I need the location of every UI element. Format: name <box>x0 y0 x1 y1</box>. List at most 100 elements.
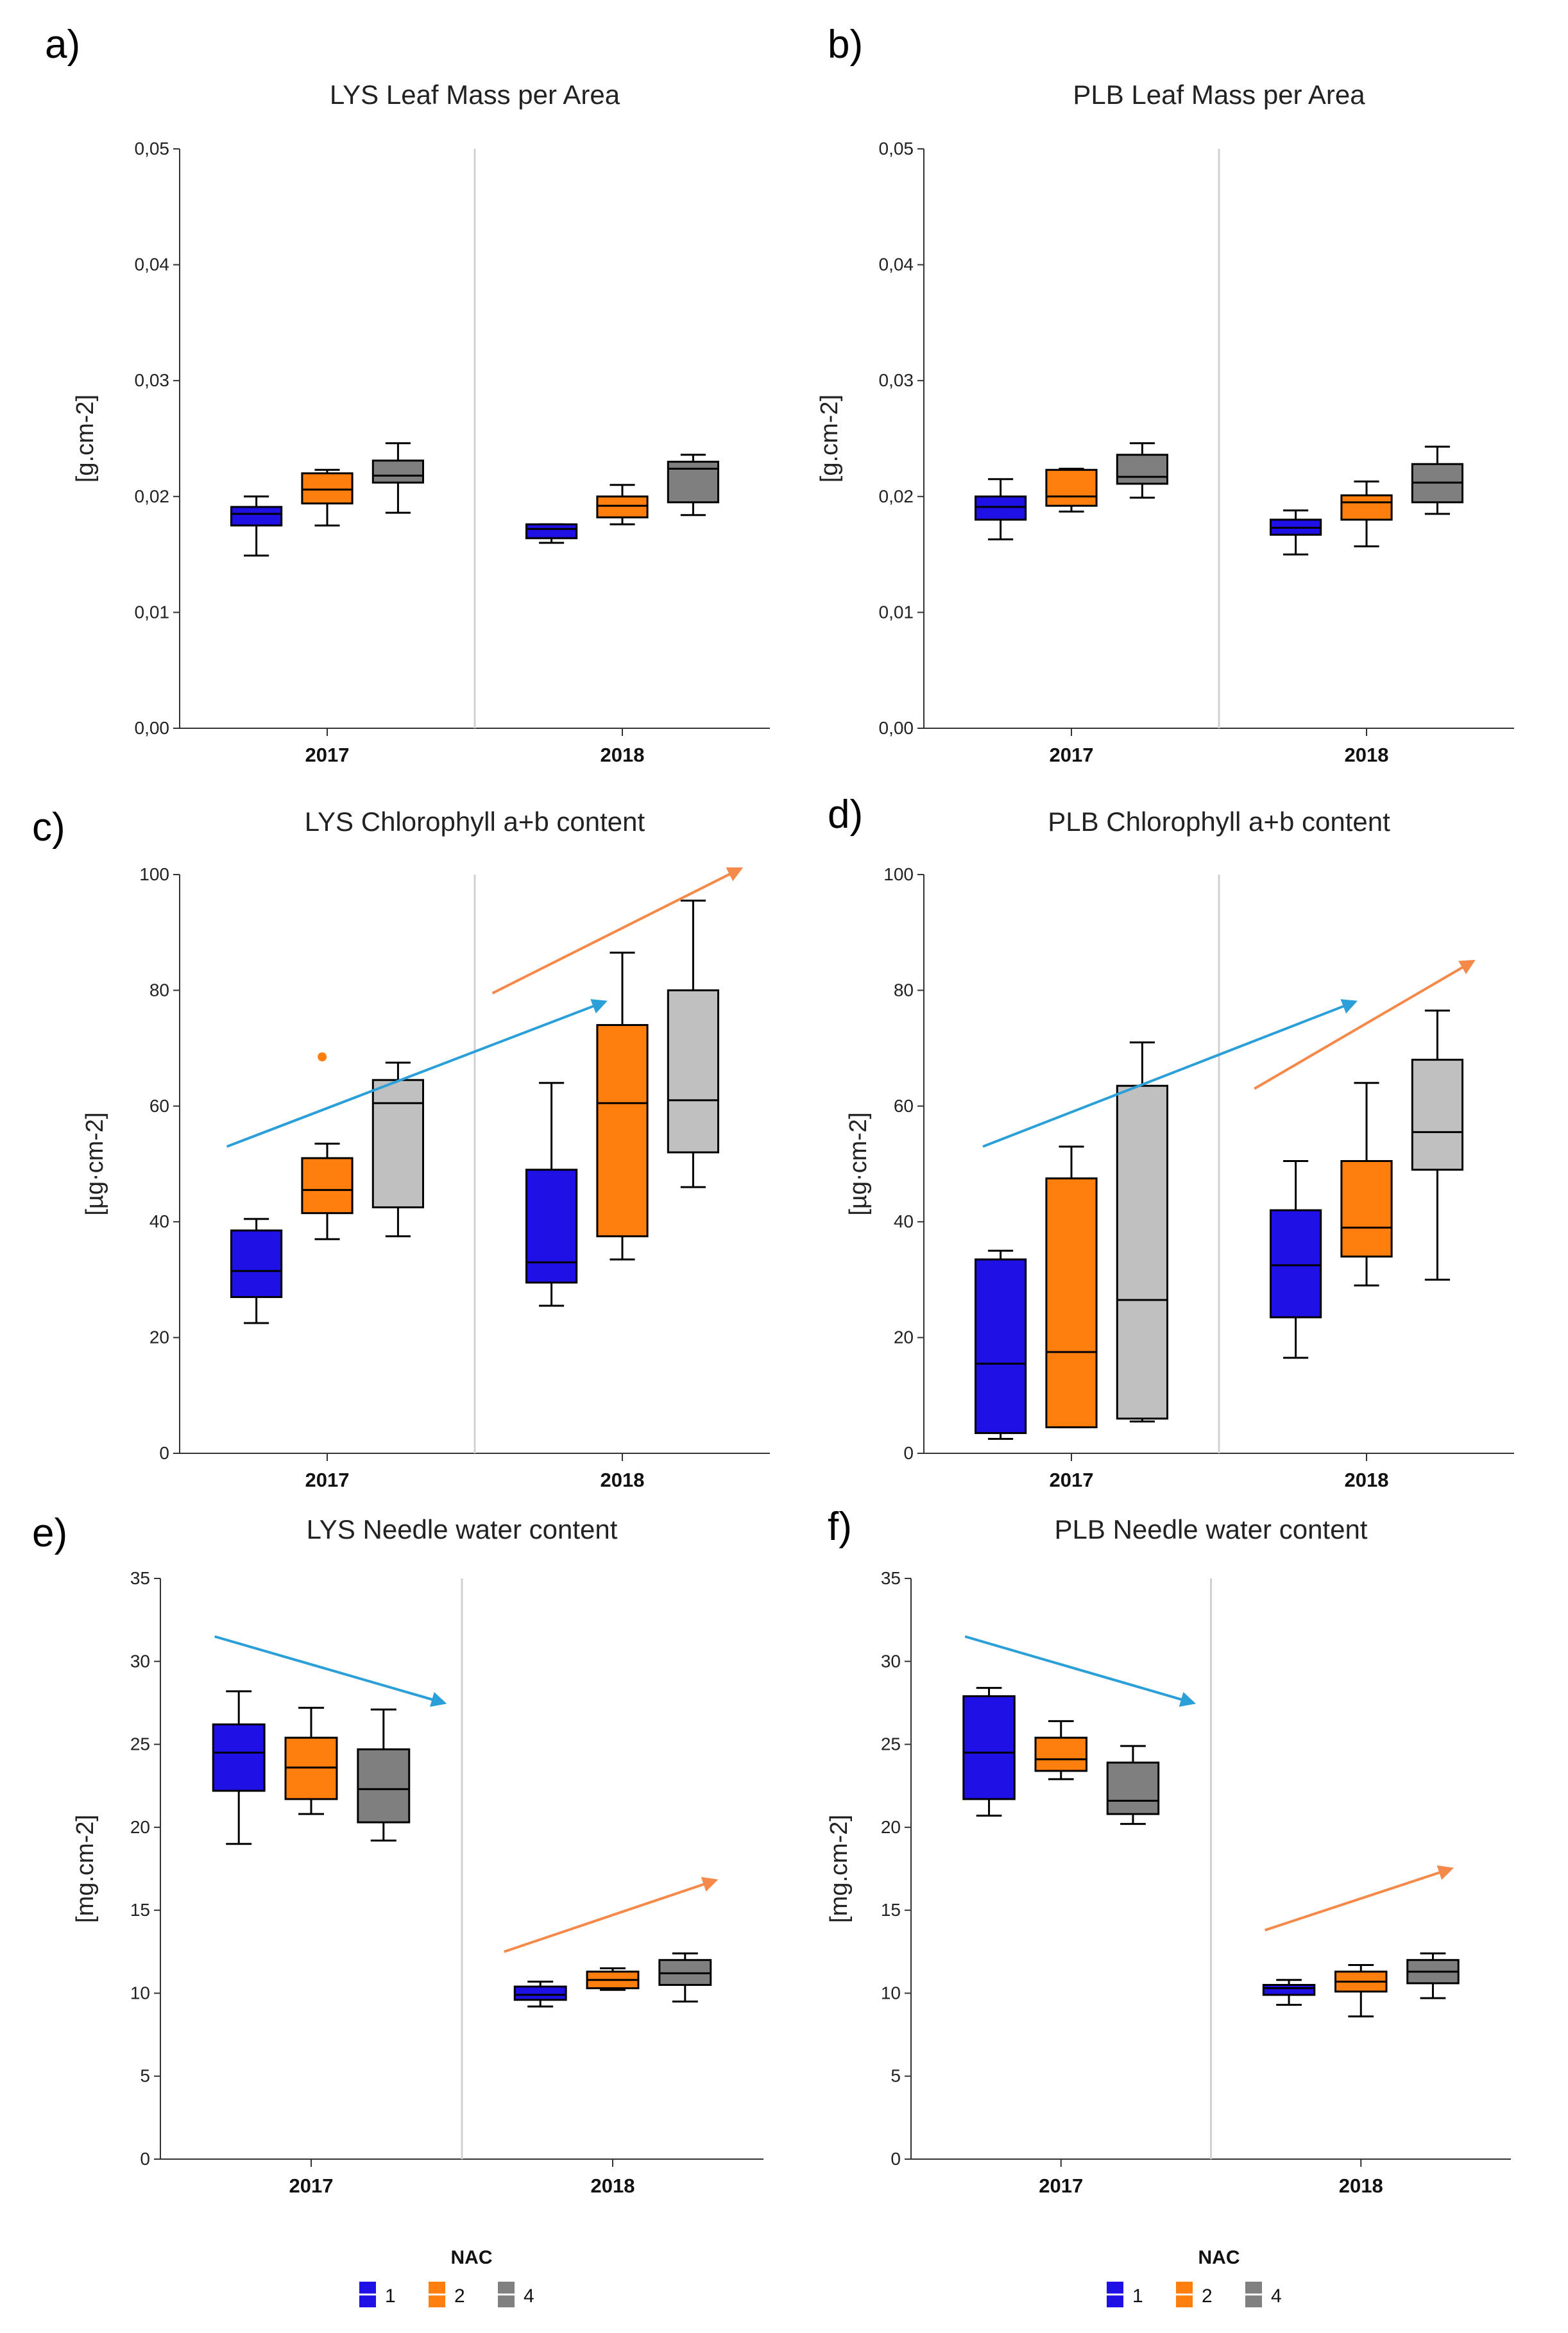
box-iqr <box>596 495 649 518</box>
box-iqr <box>975 495 1027 521</box>
y-tick-label: 80 <box>149 980 169 1000</box>
box-4-2018 <box>667 454 720 517</box>
box-iqr <box>301 1157 354 1215</box>
box-iqr <box>1045 468 1098 507</box>
chart-title: PLB Leaf Mass per Area <box>1073 80 1365 110</box>
y-tick-label: 0 <box>891 2149 901 2169</box>
y-axis-label: [g.cm-2] <box>72 395 99 483</box>
legend-item-1: 1 <box>1107 2282 1143 2307</box>
y-tick-label: 15 <box>130 1900 150 1920</box>
box-4-2018 <box>667 900 720 1188</box>
trend-arrow <box>1265 1865 1454 1932</box>
y-tick-label: 80 <box>894 980 914 1000</box>
box-1-2018 <box>1270 509 1322 556</box>
panel-letter: b) <box>828 22 863 67</box>
box-4-2017 <box>371 442 424 514</box>
box-4-2017 <box>357 1708 411 1842</box>
box-iqr <box>962 1695 1016 1800</box>
chart-title: LYS Leaf Mass per Area <box>330 80 620 110</box>
box-2-2018 <box>1340 480 1393 547</box>
x-tick-label: 2017 <box>1050 744 1094 766</box>
box-iqr <box>1270 1209 1322 1319</box>
box-iqr <box>1106 1761 1160 1815</box>
box-iqr <box>371 1079 424 1209</box>
box-iqr <box>975 1258 1027 1434</box>
y-axis-label: [mg.cm-2] <box>72 1815 99 1923</box>
y-tick-label: 0,02 <box>135 486 170 506</box>
y-tick-label: 0,04 <box>879 255 914 275</box>
box-iqr <box>212 1723 266 1792</box>
panel-d: d) PLB Chlorophyll a+b content [µg·cm-2] 0 2… <box>828 792 1514 1491</box>
panel-b: b) PLB Leaf Mass per Area [g.cm-2] 0,00 0,01… <box>816 22 1514 766</box>
legend-item-1: 1 <box>359 2282 396 2307</box>
y-axis-label: [µg·cm-2] <box>81 1112 108 1215</box>
box-iqr <box>1034 1736 1087 1772</box>
box-2-2018 <box>596 952 649 1261</box>
box-iqr <box>1340 1159 1393 1258</box>
box-2-2017 <box>1045 1145 1098 1428</box>
y-tick-label: 20 <box>130 1817 150 1837</box>
x-tick-label: 2017 <box>289 2175 334 2197</box>
y-tick-label: 10 <box>130 1983 150 2003</box>
trend-arrow <box>982 999 1358 1148</box>
box-1-2017 <box>230 1218 283 1324</box>
box-2-2017 <box>1034 1720 1087 1781</box>
box-2-2018 <box>586 1967 640 1991</box>
box-iqr <box>596 1024 649 1238</box>
legend-title: NAC <box>1198 2247 1240 2268</box>
y-axis-label: [g.cm-2] <box>816 395 843 483</box>
box-iqr <box>1116 1084 1169 1420</box>
y-tick-label: 40 <box>149 1211 169 1231</box>
box-1-2018 <box>525 523 578 544</box>
y-tick-label: 100 <box>883 864 914 884</box>
y-axis-label: [mg.cm-2] <box>826 1815 853 1923</box>
y-tick-label: 0,00 <box>879 718 914 738</box>
box-4-2018 <box>1411 1009 1464 1281</box>
legend-item-2: 2 <box>1176 2282 1213 2307</box>
x-tick-label: 2017 <box>1039 2175 1083 2197</box>
panel-f: f) PLB Needle water content [mg.cm-2] 0 5 10 1… <box>826 1505 1511 2197</box>
box-1-2017 <box>230 495 283 557</box>
y-tick-label: 20 <box>149 1328 169 1347</box>
x-tick-label: 2018 <box>601 744 645 766</box>
box-1-2017 <box>975 1249 1027 1440</box>
legend-item-4: 4 <box>498 2282 534 2307</box>
y-tick-label: 0,02 <box>879 486 914 506</box>
box-1-2018 <box>1270 1159 1322 1359</box>
box-1-2018 <box>1262 1979 1316 2006</box>
panel-c: c) LYS Chlorophyll a+b content [µg·cm-2] 0 2… <box>32 805 770 1491</box>
box-1-2017 <box>975 478 1027 541</box>
box-2-2018 <box>1334 1963 1388 2018</box>
box-4-2017 <box>1106 1745 1160 1825</box>
box-4-2017 <box>1116 442 1169 499</box>
box-1-2018 <box>513 1980 567 2008</box>
y-tick-label: 0,05 <box>135 139 170 158</box>
trend-arrow <box>214 1635 447 1707</box>
y-tick-label: 5 <box>140 2066 150 2086</box>
box-iqr <box>357 1748 411 1824</box>
panel-letter: c) <box>32 805 65 850</box>
trend-arrow <box>964 1635 1197 1707</box>
box-2-2018 <box>596 484 649 526</box>
legend-title: NAC <box>451 2247 493 2268</box>
y-tick-label: 35 <box>881 1568 901 1588</box>
x-tick-label: 2018 <box>601 1469 645 1491</box>
legend-label: 2 <box>1202 2286 1213 2307</box>
box-1-2018 <box>525 1082 578 1307</box>
y-tick-label: 20 <box>881 1817 901 1837</box>
y-tick-label: 30 <box>881 1651 901 1671</box>
legend-label: 2 <box>454 2286 465 2307</box>
box-iqr <box>1411 1059 1464 1171</box>
legend-item-4: 4 <box>1245 2282 1282 2307</box>
x-tick-label: 2018 <box>591 2175 635 2197</box>
chart-title: PLB Chlorophyll a+b content <box>1048 807 1390 837</box>
box-iqr <box>230 1229 283 1298</box>
box-iqr <box>371 459 424 484</box>
x-tick-label: 2017 <box>305 744 350 766</box>
y-tick-label: 15 <box>881 1900 901 1920</box>
y-tick-label: 25 <box>130 1734 150 1754</box>
y-tick-label: 0 <box>903 1443 914 1463</box>
legend-left: NAC 1 2 4 <box>359 2247 534 2307</box>
y-tick-label: 0,00 <box>135 718 170 738</box>
box-iqr <box>1045 1177 1098 1428</box>
